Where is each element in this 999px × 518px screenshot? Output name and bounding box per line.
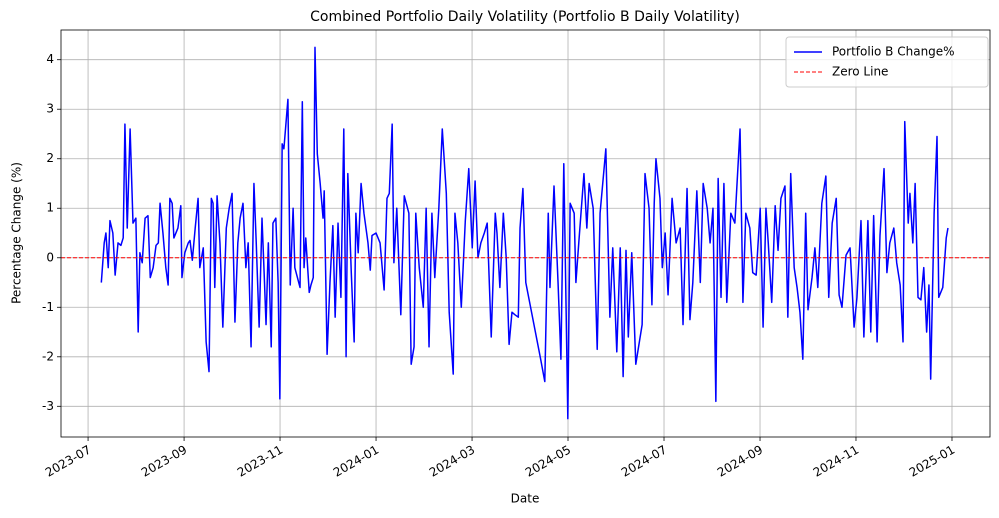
x-tick-label: 2023-11 bbox=[235, 443, 285, 480]
y-tick-label: 2 bbox=[46, 151, 54, 165]
plot-frame bbox=[60, 29, 991, 438]
legend-box bbox=[785, 36, 989, 88]
x-tick-label: 2024-09 bbox=[715, 443, 765, 480]
y-tick-label: 4 bbox=[46, 52, 54, 66]
x-tick-label: 2023-07 bbox=[43, 443, 93, 480]
x-tick-label: 2024-07 bbox=[619, 443, 669, 480]
y-axis-label: Percentage Change (%) bbox=[10, 162, 24, 304]
y-tick-label: -3 bbox=[42, 399, 54, 413]
y-tick-label: 1 bbox=[46, 201, 54, 215]
chart-title: Combined Portfolio Daily Volatility (Por… bbox=[310, 9, 740, 25]
x-tick-label: 2024-11 bbox=[811, 443, 861, 480]
legend-label: Zero Line bbox=[832, 65, 888, 79]
y-tick-label: 0 bbox=[46, 250, 54, 264]
y-tick-label: 3 bbox=[46, 102, 54, 116]
y-tick-label: -2 bbox=[42, 349, 54, 363]
legend: Portfolio B Change% Zero Line bbox=[785, 36, 989, 88]
x-tick-label: 2024-05 bbox=[523, 443, 573, 480]
y-tick-label: -1 bbox=[42, 300, 54, 314]
legend-label: Portfolio B Change% bbox=[832, 45, 955, 59]
x-tick-label: 2024-03 bbox=[427, 443, 477, 480]
x-tick-label: 2025-01 bbox=[907, 443, 957, 480]
data-line bbox=[100, 46, 949, 420]
x-axis-label: Date bbox=[511, 492, 540, 506]
x-tick-label: 2023-09 bbox=[139, 443, 189, 480]
x-tick-label: 2024-01 bbox=[331, 443, 381, 480]
